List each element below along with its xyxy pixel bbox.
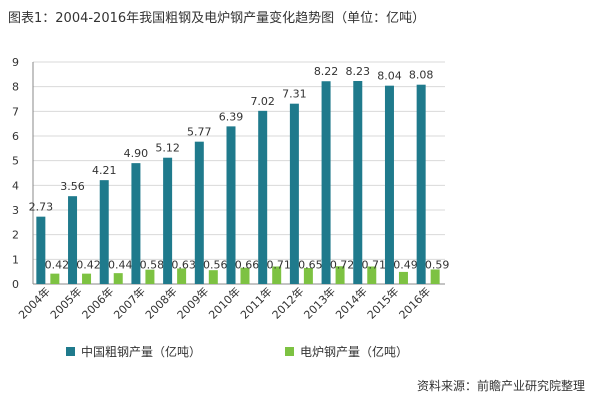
bar-crude-steel (416, 84, 426, 285)
data-label-crude-steel: 7.31 (282, 88, 307, 101)
x-tick-label: 2006年 (79, 284, 116, 321)
legend-swatch-crude-steel (66, 347, 75, 356)
x-tick-label: 2010年 (206, 284, 243, 321)
x-tick-label: 2011年 (237, 284, 274, 321)
legend-swatch-electric-steel (285, 347, 294, 356)
data-label-electric-steel: 0.56 (203, 258, 228, 271)
bar-crude-steel (353, 80, 363, 284)
data-label-crude-steel: 2.73 (29, 201, 54, 214)
bar-crude-steel (321, 81, 331, 285)
bar-electric-steel (50, 273, 60, 284)
source-note: 资料来源：前瞻产业研究院整理 (416, 379, 585, 393)
bar-crude-steel (163, 157, 173, 284)
y-tick-label: 9 (12, 56, 19, 69)
chart-title: 图表1：2004-2016年我国粗钢及电炉钢产量变化趋势图（单位：亿吨） (8, 11, 426, 26)
x-tick-label: 2004年 (15, 284, 52, 321)
bar-electric-steel (430, 269, 440, 284)
bar-electric-steel (335, 266, 345, 284)
bar-electric-steel (208, 270, 218, 284)
bar-crude-steel (258, 110, 268, 284)
data-label-electric-steel: 0.72 (330, 258, 355, 271)
y-tick-label: 2 (12, 229, 19, 242)
bar-crude-steel (131, 163, 141, 284)
x-tick-label: 2015年 (364, 284, 401, 321)
data-label-crude-steel: 8.23 (346, 65, 371, 78)
bar-electric-steel (398, 271, 408, 284)
data-label-crude-steel: 4.90 (124, 147, 149, 160)
legend-item-electric-steel: 电炉钢产量（亿吨） (285, 343, 408, 360)
data-label-electric-steel: 0.44 (108, 258, 133, 271)
y-tick-label: 0 (12, 278, 19, 291)
data-label-electric-steel: 0.71 (266, 258, 291, 271)
bar-crude-steel (226, 126, 236, 284)
x-tick-label: 2009年 (174, 284, 211, 321)
data-label-crude-steel: 4.21 (92, 164, 117, 177)
bar-electric-steel (113, 273, 123, 284)
legend-label-crude-steel: 中国粗钢产量（亿吨） (81, 345, 202, 359)
bar-electric-steel (272, 266, 282, 284)
bar-electric-steel (240, 267, 250, 284)
data-label-crude-steel: 7.02 (250, 95, 275, 108)
data-label-crude-steel: 8.04 (377, 70, 402, 83)
y-tick-label: 7 (12, 105, 19, 118)
legend-item-crude-steel: 中国粗钢产量（亿吨） (66, 343, 201, 360)
data-label-electric-steel: 0.49 (393, 258, 418, 271)
legend-label-electric-steel: 电炉钢产量（亿吨） (300, 345, 409, 359)
bar-crude-steel (194, 141, 204, 284)
data-label-crude-steel: 5.12 (155, 142, 180, 155)
bar-crude-steel (99, 180, 109, 284)
bar-crude-steel (384, 85, 394, 285)
data-label-electric-steel: 0.63 (171, 258, 196, 271)
bar-crude-steel (36, 216, 46, 284)
y-tick-label: 1 (12, 253, 19, 266)
bar-crude-steel (68, 196, 78, 284)
data-label-electric-steel: 0.42 (76, 258, 101, 271)
data-label-crude-steel: 8.08 (409, 69, 434, 82)
y-tick-label: 3 (12, 204, 19, 217)
data-label-electric-steel: 0.66 (235, 258, 260, 271)
data-label-electric-steel: 0.65 (298, 258, 323, 271)
x-tick-label: 2012年 (269, 284, 306, 321)
data-label-crude-steel: 6.39 (219, 110, 244, 123)
bar-electric-steel (82, 273, 92, 284)
bar-electric-steel (367, 266, 377, 284)
data-label-electric-steel: 0.42 (45, 258, 70, 271)
data-label-electric-steel: 0.71 (362, 258, 387, 271)
data-label-crude-steel: 5.77 (187, 126, 212, 139)
x-tick-label: 2005年 (47, 284, 84, 321)
data-label-crude-steel: 3.56 (60, 180, 85, 193)
y-tick-label: 6 (12, 130, 19, 143)
chart-legend: 中国粗钢产量（亿吨） 电炉钢产量（亿吨） (0, 343, 595, 361)
bar-electric-steel (177, 268, 187, 284)
bar-crude-steel (289, 103, 299, 284)
bar-electric-steel (303, 267, 313, 284)
y-tick-label: 4 (12, 179, 19, 192)
x-tick-label: 2014年 (332, 284, 369, 321)
data-label-electric-steel: 0.58 (140, 258, 165, 271)
x-tick-label: 2016年 (396, 284, 433, 321)
bar-electric-steel (145, 269, 155, 284)
x-tick-label: 2008年 (142, 284, 179, 321)
data-label-electric-steel: 0.59 (425, 258, 450, 271)
data-label-crude-steel: 8.22 (314, 65, 339, 78)
y-tick-label: 5 (12, 155, 19, 168)
x-tick-label: 2007年 (111, 284, 148, 321)
x-tick-label: 2013年 (301, 284, 338, 321)
y-tick-label: 8 (12, 81, 19, 94)
